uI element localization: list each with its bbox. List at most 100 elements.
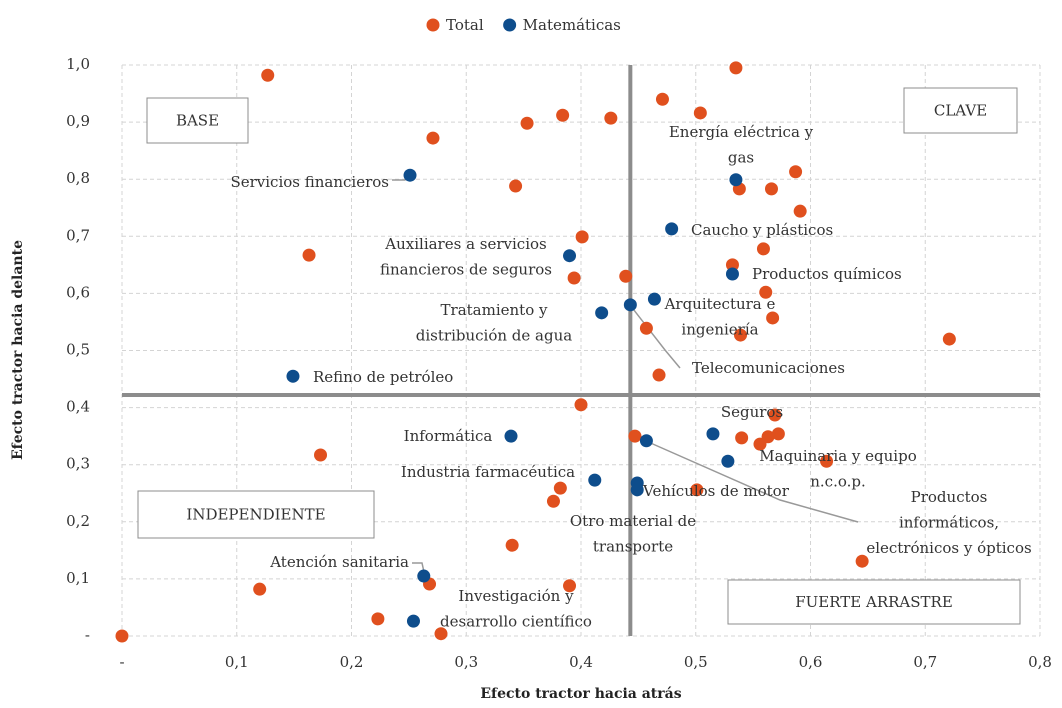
quadrant-label: FUERTE ARRASTRE (795, 593, 953, 611)
point (261, 68, 275, 82)
point (434, 627, 448, 641)
annotation: Productos (911, 488, 988, 506)
annotation: distribución de agua (416, 327, 572, 345)
point (734, 328, 748, 342)
leader-line (629, 304, 681, 369)
leader-line (412, 562, 425, 573)
point (553, 481, 567, 495)
annotation: Informática (404, 427, 493, 445)
point (756, 242, 770, 256)
annotation: Energía eléctrica y (669, 123, 814, 141)
point (604, 111, 618, 125)
y-tick-label: 0,3 (66, 455, 90, 473)
y-tick-label: 0,5 (66, 341, 90, 359)
point (759, 285, 773, 299)
point (426, 131, 440, 145)
annotation: Seguros (721, 403, 783, 421)
point (509, 179, 523, 193)
annotation: gas (728, 149, 754, 167)
quadrant-box (146, 97, 249, 144)
point (793, 204, 807, 218)
point (504, 429, 518, 443)
point (567, 271, 581, 285)
quadrant-label: INDEPENDIENTE (186, 506, 325, 524)
point (406, 614, 420, 628)
point (655, 92, 669, 106)
x-tick-label: 0,7 (913, 653, 937, 671)
point (725, 267, 739, 281)
x-axis-title: Efecto tractor hacia atrás (480, 686, 681, 702)
point (520, 116, 534, 130)
x-tick-label: 0,8 (1028, 653, 1052, 671)
point (575, 230, 589, 244)
annotation: Caucho y plásticos (691, 221, 833, 239)
y-tick-label: 0,6 (66, 283, 90, 301)
annotation: financieros de seguros (380, 261, 552, 279)
point (665, 222, 679, 236)
point (556, 108, 570, 122)
quadrant-box (727, 579, 1021, 625)
annotation: Investigación y (458, 587, 574, 605)
point (639, 321, 653, 335)
point (619, 269, 633, 283)
legend-marker (503, 18, 517, 32)
annotation: Refino de petróleo (313, 368, 453, 386)
y-tick-label: 0,4 (66, 398, 90, 416)
point (735, 431, 749, 445)
annotation: Industria farmacéutica (401, 463, 575, 481)
y-tick-label: 0,9 (66, 112, 90, 130)
point (725, 258, 739, 272)
y-tick-label: 0,2 (66, 512, 90, 530)
point (253, 582, 267, 596)
annotation: Maquinaria y equipo (759, 447, 916, 465)
point (693, 106, 707, 120)
point (721, 454, 735, 468)
point (706, 427, 720, 441)
x-tick-label: 0,4 (569, 653, 593, 671)
legend-label: Total (446, 16, 484, 34)
point (628, 429, 642, 443)
point (546, 494, 560, 508)
y-tick-label: 0,1 (66, 569, 90, 587)
point (690, 483, 704, 497)
x-tick-label: 0,3 (454, 653, 478, 671)
annotation: Tratamiento y (441, 301, 548, 319)
y-tick-label: 0,8 (66, 169, 90, 187)
point (729, 173, 743, 187)
point (574, 398, 588, 412)
quadrant-label: CLAVE (934, 102, 987, 120)
point (820, 454, 834, 468)
quadrant-label: BASE (176, 112, 219, 130)
point (942, 332, 956, 346)
annotation: Vehículos de motor (642, 482, 790, 500)
point (595, 306, 609, 320)
annotation: informáticos, (899, 514, 999, 532)
annotation: Productos químicos (752, 265, 902, 283)
point (768, 408, 782, 422)
point (766, 311, 780, 325)
point (652, 368, 666, 382)
y-axis-title: Efecto tractor hacia delante (10, 240, 26, 460)
annotation: Servicios financieros (230, 173, 389, 191)
x-tick-label: 0,5 (684, 653, 708, 671)
annotation: n.c.o.p. (810, 473, 866, 491)
annotation: Arquitectura e (664, 295, 776, 313)
annotation: Atención sanitaria (269, 553, 409, 571)
quadrant-box (137, 490, 375, 539)
point (505, 538, 519, 552)
annotation: Otro material de (570, 512, 696, 530)
point (286, 369, 300, 383)
x-tick-label: 0,6 (799, 653, 823, 671)
y-tick-label: 1,0 (66, 55, 90, 73)
point (403, 168, 417, 182)
annotation: transporte (593, 538, 673, 556)
point (302, 248, 316, 262)
annotation: Telecomunicaciones (692, 359, 845, 377)
legend-label: Matemáticas (523, 16, 621, 34)
point (314, 448, 328, 462)
point (371, 612, 385, 626)
point (417, 569, 431, 583)
leader-line (645, 440, 859, 523)
point (764, 182, 778, 196)
